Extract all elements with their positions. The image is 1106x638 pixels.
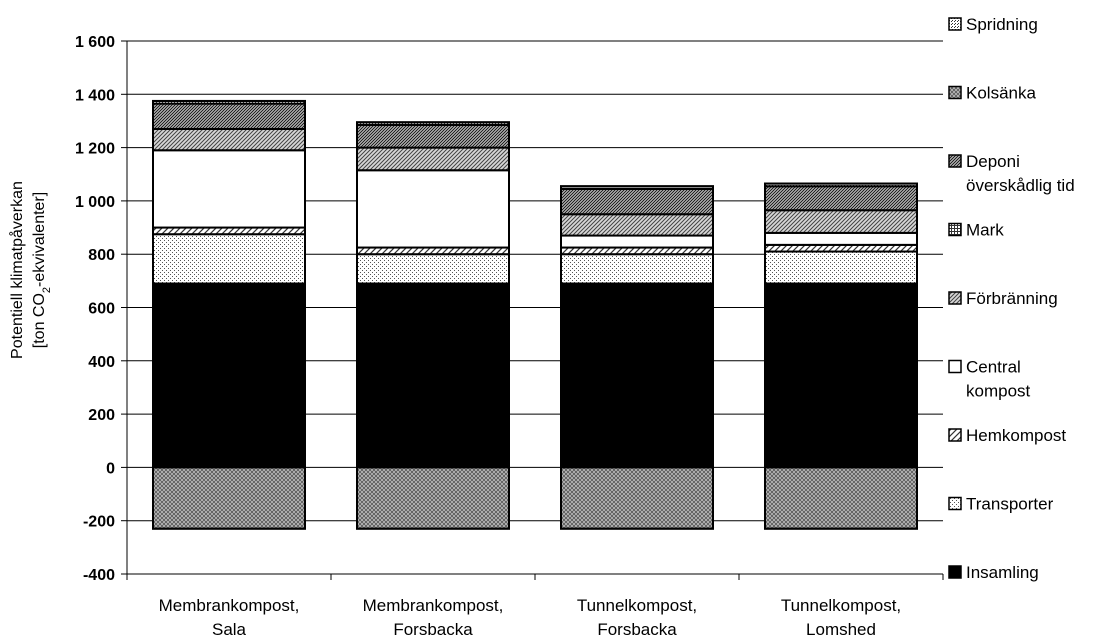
legend-item-hemkompost: Hemkompost (948, 426, 1066, 445)
y-axis-title-line1: Potentiell klimatpåverkan (8, 181, 26, 359)
legend-swatch (948, 154, 962, 168)
legend-label: Deponi (966, 152, 1020, 171)
legend-swatch (948, 496, 962, 511)
bar-segment-central-kompost (356, 169, 510, 249)
bar-segment-insamling (356, 282, 510, 469)
bar-segment-insamling (152, 282, 306, 469)
bar-segment-transporter (356, 253, 510, 285)
legend-swatch (948, 428, 962, 442)
x-category-label: Membrankompost, (159, 596, 300, 615)
legend-label: Kolsänka (966, 84, 1036, 103)
bar-segment-transporter (152, 233, 306, 285)
legend-label: Förbränning (966, 289, 1058, 308)
legend-swatch (948, 85, 962, 100)
bar-segment-kolsanka (356, 466, 510, 530)
x-category-label: Membrankompost, (363, 596, 504, 615)
y-axis-title-line2: [ton CO2-ekvivalenter] (31, 192, 53, 348)
y-tick-labels: -400 -200 0 200 400 600 800 1 000 1 200 1 400 1 60… (75, 34, 115, 584)
y-tick-label: 1 000 (75, 194, 115, 211)
bar-segment-insamling (764, 282, 918, 469)
bar-segment-kolsanka (764, 466, 918, 530)
bar-segment-kolsanka (560, 466, 714, 530)
axes (121, 40, 944, 580)
x-category-label: Forsbacka (597, 620, 677, 638)
bar-segment-forbranning (560, 213, 714, 237)
bar-segment-transporter (764, 250, 918, 285)
y-tick-label: 400 (88, 354, 115, 371)
legend-label: Transporter (966, 495, 1054, 514)
bar-outline (356, 121, 510, 530)
x-category-label: Forsbacka (393, 620, 473, 638)
y-tick-label: 0 (106, 460, 115, 477)
bar-segment-deponi-overskadlig-tid (764, 185, 918, 212)
x-category-labels: Membrankompost, Sala Membrankompost, Forsba… (159, 596, 902, 638)
legend-label: Insamling (966, 563, 1039, 582)
bar-outline (560, 185, 714, 530)
y-tick-label: 600 (88, 301, 115, 318)
y-tick-label: 200 (88, 407, 115, 424)
legend-swatch (948, 222, 962, 237)
y-tick-label: 800 (88, 247, 115, 264)
bar-segment-central-kompost (560, 234, 714, 249)
y-tick-label: -200 (83, 514, 115, 531)
bar-segment-insamling (560, 282, 714, 469)
bar-segment-forbranning (356, 146, 510, 172)
legend-item-insamling: Insamling (948, 563, 1039, 582)
legend-label: Spridning (966, 15, 1038, 34)
legend-item-mark: Mark (948, 221, 1004, 240)
y-tick-label: -400 (83, 567, 115, 584)
bar-segment-forbranning (764, 209, 918, 234)
legend-label: Hemkompost (966, 426, 1066, 445)
legend-label: överskådlig tid (966, 176, 1075, 195)
y-axis-title-sub: 2 (41, 287, 53, 293)
bar-outline (152, 99, 306, 530)
y-axis-title-post: -ekvivalenter] (31, 192, 48, 287)
legend-item-kolsanka: Kolsänka (948, 84, 1036, 103)
bars (152, 99, 918, 530)
bar-segment-forbranning (152, 127, 306, 152)
bar-segment-central-kompost (764, 231, 918, 246)
legend-label: Mark (966, 221, 1004, 240)
legend-item-deponi-overskadlig-tid: Deponi överskådlig tid (948, 152, 1075, 195)
legend-swatch (948, 359, 962, 374)
y-tick-label: 1 200 (75, 141, 115, 158)
legend-swatch (948, 291, 962, 305)
legend-item-forbranning: Förbränning (948, 289, 1058, 308)
y-tick-label: 1 600 (75, 34, 115, 51)
bar-segment-kolsanka (152, 466, 306, 530)
bar-segment-deponi-overskadlig-tid (356, 123, 510, 149)
legend-item-transporter: Transporter (948, 495, 1054, 514)
legend-label: Central (966, 358, 1021, 377)
x-category-label: Tunnelkompost, (577, 596, 697, 615)
bar-segment-transporter (560, 253, 714, 285)
y-axis-title-pre: [ton CO (31, 293, 48, 348)
bar-segment-deponi-overskadlig-tid (560, 187, 714, 216)
y-axis-title: Potentiell klimatpåverkan [ton CO2-ekviv… (8, 181, 53, 359)
x-category-label: Tunnelkompost, (781, 596, 901, 615)
bar-outline (764, 182, 918, 530)
legend-item-spridning: Spridning (948, 15, 1038, 34)
legend-item-central-kompost: Central kompost (948, 358, 1031, 401)
x-category-label: Sala (212, 620, 247, 638)
x-category-label: Lomshed (806, 620, 876, 638)
y-tick-label: 1 400 (75, 87, 115, 104)
bar-segment-deponi-overskadlig-tid (152, 102, 306, 130)
legend-swatch (948, 17, 962, 31)
legend-label: kompost (966, 382, 1031, 401)
bar-segment-central-kompost (152, 149, 306, 229)
legend-swatch (948, 565, 962, 579)
legend: Spridning Kolsänka Deponi överskådlig tid Ma… (948, 15, 1075, 582)
